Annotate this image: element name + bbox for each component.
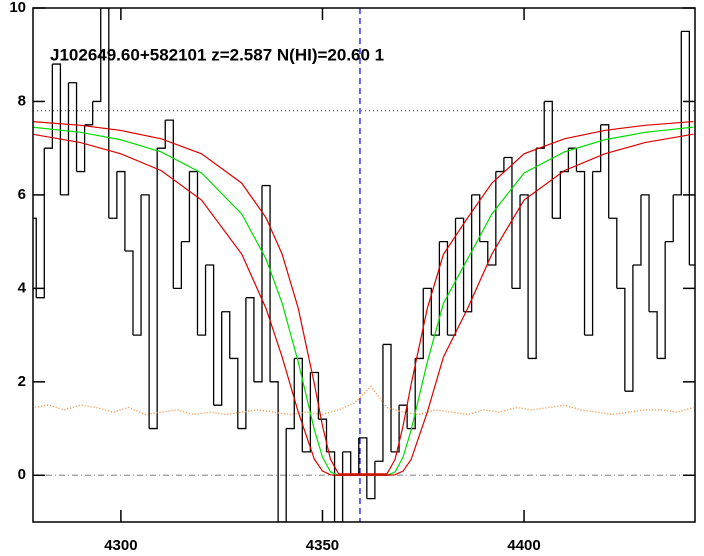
spectrum-step: [189, 170, 199, 336]
spectrum-step: [382, 343, 392, 452]
spectrum-step: [640, 194, 650, 312]
axes-frame: [32, 7, 696, 523]
chart-title: J102649.60+582101 z=2.587 N(HI)=20.60 1: [50, 45, 384, 64]
spectrum-step: [503, 156, 513, 289]
spectrum-step: [149, 148, 158, 430]
y-tick-label: 6: [18, 186, 26, 203]
spectrum-step: [576, 170, 586, 336]
spectrum-step: [624, 265, 634, 392]
spectrum-step: [286, 358, 295, 430]
spectrum-step: [358, 437, 368, 499]
spectrum-step: [60, 82, 70, 196]
spectrum-step: [157, 120, 166, 149]
spectrum-step: [415, 288, 424, 360]
spectrum-step: [649, 311, 658, 359]
spectrum-step: [511, 194, 521, 290]
spectrum-step: [141, 194, 150, 429]
spectrum-step: [132, 194, 142, 336]
model-line: [33, 120, 694, 475]
spectrum-step: [447, 218, 457, 336]
x-tick-label: 4350: [306, 537, 339, 554]
spectrum-step: [431, 241, 441, 336]
spectrum-step: [479, 240, 489, 265]
spectrum-step: [665, 194, 674, 243]
spectrum-step: [681, 30, 691, 265]
spectrum-step: [673, 31, 682, 196]
spectrum-step: [657, 241, 666, 360]
spectrum-step: [278, 428, 287, 522]
y-tick-label: 10: [9, 0, 26, 16]
spectrum-step: [407, 358, 416, 430]
spectrum-step: [455, 217, 465, 312]
spectrum-step: [124, 250, 134, 336]
spectrum-step: [528, 148, 537, 360]
spectrum-step: [374, 344, 384, 462]
model-line: [33, 133, 694, 476]
y-tick-label: 0: [18, 466, 26, 483]
spectrum-step: [302, 372, 312, 453]
spectrum-step: [76, 124, 86, 173]
plot-area: [33, 8, 695, 522]
spectrum-step: [391, 405, 400, 453]
y-tick-label: 8: [18, 92, 26, 109]
spectrum-step: [116, 170, 126, 251]
spectrum-step: [52, 63, 62, 195]
spectrum-step: [584, 171, 594, 336]
spectrum-step: [221, 311, 231, 359]
error-line: [33, 385, 694, 416]
spectrum-step: [616, 287, 626, 392]
spectrum-step: [342, 451, 352, 476]
y-tick-label: 4: [18, 279, 27, 296]
spectrum-step: [33, 217, 37, 298]
spectrum-step: [237, 297, 247, 430]
spectrum-step: [439, 240, 449, 336]
spectrum-step: [173, 241, 183, 290]
spectrum-step: [213, 311, 223, 406]
spectrum-step: [165, 119, 174, 289]
y-tick-label: 2: [18, 373, 26, 390]
spectrum-step: [108, 171, 118, 219]
spectrum-step: [552, 171, 561, 219]
spectrum-step: [197, 265, 207, 336]
spectrum-step: [520, 194, 529, 359]
spectrum-step: [100, 8, 110, 219]
spectrum-step: [270, 381, 279, 522]
spectrum-step: [229, 357, 239, 429]
x-tick-label: 4400: [507, 537, 540, 554]
spectrum-step: [245, 297, 255, 382]
spectrum-step: [423, 287, 432, 336]
spectrum-step: [600, 124, 610, 219]
spectrum-step: [608, 217, 618, 289]
spectrum-step: [471, 194, 481, 242]
spectrum-step: [205, 264, 215, 406]
spectrum-step: [181, 171, 191, 243]
spectrum-step: [36, 148, 45, 299]
spectrum-step: [261, 184, 271, 382]
x-tick-label: 4300: [104, 537, 137, 554]
spectrum-step: [487, 171, 497, 266]
spectrum-step: [84, 101, 94, 126]
spectrum-step: [92, 8, 102, 103]
spectrum-step: [632, 194, 642, 266]
spectrum-step: [44, 64, 54, 149]
